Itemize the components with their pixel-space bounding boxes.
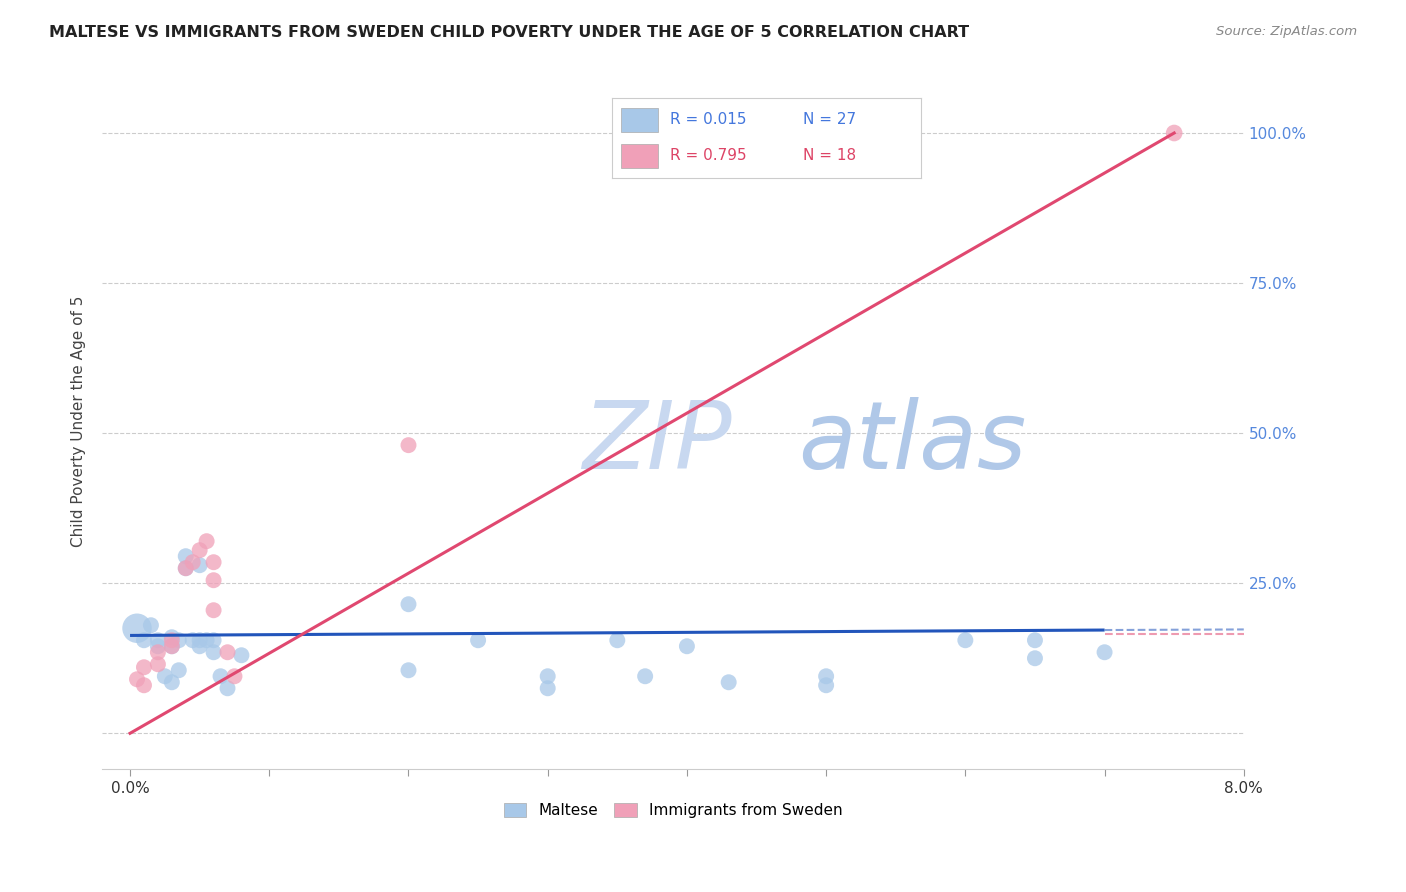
Point (1024, 633, 1046, 648)
Point (955, 633, 977, 648)
Point (537, 669, 560, 683)
Text: atlas: atlas (799, 397, 1026, 488)
Point (202, 633, 225, 648)
Text: ZIP: ZIP (582, 397, 731, 488)
Legend: Maltese, Immigrants from Sweden: Maltese, Immigrants from Sweden (498, 797, 849, 824)
Point (181, 555, 204, 569)
Text: R = 0.795: R = 0.795 (671, 148, 747, 163)
Point (160, 639, 183, 653)
Point (398, 438, 420, 452)
Point (125, 621, 148, 635)
Point (202, 645, 225, 659)
Point (209, 669, 232, 683)
Point (125, 673, 148, 687)
Point (132, 633, 155, 648)
Point (676, 639, 699, 653)
Point (815, 678, 838, 692)
Point (153, 669, 176, 683)
Point (167, 663, 190, 677)
Point (174, 561, 197, 575)
Point (132, 660, 155, 674)
Point (398, 663, 420, 677)
Point (195, 534, 218, 549)
Point (195, 633, 218, 648)
Point (146, 645, 169, 659)
Point (217, 681, 239, 696)
Y-axis label: Child Poverty Under the Age of 5: Child Poverty Under the Age of 5 (72, 295, 86, 547)
Point (1163, 126, 1185, 140)
Point (231, 648, 253, 663)
Point (181, 633, 204, 648)
Point (648, 144, 671, 158)
Text: R = 0.015: R = 0.015 (671, 112, 747, 128)
Point (676, 126, 699, 140)
Point (634, 669, 657, 683)
Point (139, 618, 162, 632)
Point (202, 573, 225, 587)
Point (174, 549, 197, 564)
Point (537, 681, 560, 696)
Point (160, 675, 183, 690)
Point (467, 633, 489, 648)
Point (188, 543, 211, 558)
Point (146, 657, 169, 672)
Text: MALTESE VS IMMIGRANTS FROM SWEDEN CHILD POVERTY UNDER THE AGE OF 5 CORRELATION C: MALTESE VS IMMIGRANTS FROM SWEDEN CHILD … (49, 25, 969, 40)
Point (174, 561, 197, 575)
Point (606, 633, 628, 648)
Point (717, 675, 740, 690)
Point (160, 633, 183, 648)
Point (188, 639, 211, 653)
Point (224, 669, 246, 683)
Point (188, 633, 211, 648)
Text: Source: ZipAtlas.com: Source: ZipAtlas.com (1216, 25, 1357, 38)
Point (1094, 645, 1116, 659)
Point (132, 678, 155, 692)
Point (146, 639, 169, 653)
Point (217, 645, 239, 659)
Point (202, 603, 225, 617)
Point (160, 639, 183, 653)
Point (815, 669, 838, 683)
Point (167, 633, 190, 648)
Point (188, 558, 211, 573)
Text: N = 18: N = 18 (803, 148, 856, 163)
Point (1024, 651, 1046, 665)
FancyBboxPatch shape (621, 108, 658, 132)
Text: N = 27: N = 27 (803, 112, 856, 128)
Point (160, 630, 183, 644)
Point (146, 633, 169, 648)
Point (202, 555, 225, 569)
FancyBboxPatch shape (621, 144, 658, 168)
Point (398, 597, 420, 611)
